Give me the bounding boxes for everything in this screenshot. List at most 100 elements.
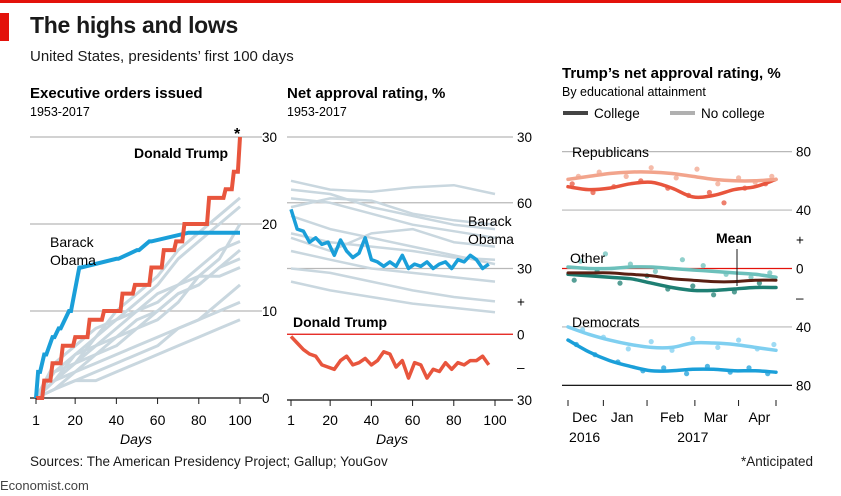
education-poll-point: [571, 277, 577, 283]
approval-x-tick-label: 1: [287, 412, 295, 428]
mean-label: Mean: [716, 230, 752, 246]
orders-y-tick-label: 30: [262, 130, 277, 145]
education-poll-point: [711, 292, 717, 298]
education-subtitle: By educational attainment: [562, 85, 706, 99]
education-mean-line: [566, 271, 778, 284]
education-poll-point: [577, 258, 584, 264]
orders-other-president-line: [34, 205, 241, 400]
orders-trump-label: Donald Trump: [134, 145, 228, 161]
education-poll-point: [715, 181, 721, 187]
education-poll-point: [684, 371, 690, 377]
education-poll-point: [648, 339, 654, 345]
brand-label: Economist.com: [0, 478, 89, 493]
education-y-tick-label: 40: [796, 203, 811, 218]
education-poll-point: [736, 337, 742, 343]
democrats-label: Democrats: [572, 314, 640, 330]
education-x-tick-label: Jan: [611, 409, 634, 425]
other-label: Other: [570, 250, 605, 266]
approval-obama-line: [289, 208, 490, 271]
education-poll-point: [602, 251, 609, 257]
source-note: Sources: The American Presidency Project…: [30, 454, 388, 469]
approval-tick-labels: 30 60 30 0 30 + – 1 20 40 60 80 100: [287, 130, 532, 428]
education-poll-point: [625, 346, 631, 352]
approval-other-president-line: [290, 197, 496, 226]
approval-other-presidents: [290, 179, 496, 314]
education-poll-point: [706, 189, 713, 196]
orders-trump-line: [36, 136, 242, 400]
approval-other-president-line: [290, 249, 496, 283]
page-subtitle: United States, presidents’ first 100 day…: [30, 48, 294, 65]
approval-trump-label: Donald Trump: [293, 314, 387, 330]
education-poll-point: [673, 175, 679, 181]
orders-obama-label-1: Barack: [50, 234, 95, 250]
approval-x-tick-label: 80: [446, 412, 462, 428]
orders-obama-label-2: Obama: [50, 252, 96, 268]
education-poll-point: [721, 200, 727, 206]
orders-y-tick-label: 0: [262, 391, 270, 406]
education-poll-point: [679, 257, 686, 263]
approval-trump-line: [289, 335, 491, 380]
approval-other-president-line: [290, 267, 496, 303]
approval-grid: [287, 136, 513, 401]
legend: College No college: [563, 106, 765, 121]
approval-minus-sign: –: [517, 360, 525, 375]
orders-other-president-line: [35, 318, 241, 400]
orders-anticipated-marker: *: [234, 126, 241, 143]
education-college-dem-line: [566, 338, 778, 374]
education-y-tick-label: 0: [796, 262, 804, 277]
approval-y-tick-label: 30: [517, 130, 532, 145]
approval-other-president-line: [290, 232, 496, 261]
education-series: [566, 165, 778, 377]
approval-y-tick-label: 30: [517, 262, 532, 277]
education-college-other-line: [566, 272, 778, 293]
approval-highlight-series: [289, 208, 491, 380]
education-nocollege-rep-line: [566, 170, 778, 183]
top-rule: [0, 0, 841, 3]
approval-obama-label-1: Barack: [468, 213, 513, 229]
orders-subtitle: 1953-2017: [30, 105, 90, 119]
approval-panel: Net approval rating, % 1953-2017 30 60 30 0…: [287, 85, 532, 447]
orders-x-tick-label: 20: [67, 412, 83, 428]
education-minus-sign: –: [796, 291, 804, 306]
orders-y-tick-label: 10: [262, 304, 277, 319]
approval-x-tick-label: 40: [364, 412, 380, 428]
approval-subtitle: 1953-2017: [287, 105, 347, 119]
education-poll-point: [652, 268, 659, 274]
approval-other-president-line: [290, 280, 496, 314]
education-nocollege-other-line: [566, 265, 778, 280]
republicans-label: Republicans: [572, 144, 649, 160]
education-nocollege-dem-line: [566, 325, 778, 353]
approval-x-tick-label: 20: [322, 412, 338, 428]
education-y-tick-label: 40: [796, 320, 811, 335]
approval-other-president-line: [290, 197, 496, 240]
approval-other-president-line: [290, 227, 496, 253]
education-tick-labels: 80 40 0 40 80 + – Dec Jan Feb Mar Apr 2016 2017: [567, 145, 811, 445]
education-poll-point: [623, 173, 629, 179]
footnote: *Anticipated: [740, 454, 813, 469]
education-poll-point: [694, 166, 700, 172]
education-poll-point: [648, 165, 654, 171]
education-poll-point: [769, 173, 775, 179]
approval-y-tick-label: 0: [517, 327, 525, 342]
orders-y-tick-label: 20: [262, 217, 277, 232]
orders-tick-labels: 0 10 20 30 1 20 40 60 80 100: [32, 130, 277, 428]
orders-other-president-line: [34, 248, 241, 399]
education-year-label: 2016: [569, 429, 600, 445]
orders-other-presidents: [34, 196, 242, 400]
approval-x-tick-label: 100: [483, 412, 507, 428]
education-poll-point: [715, 344, 721, 350]
education-x-tick-label: Apr: [748, 409, 770, 425]
approval-obama-label-2: Obama: [468, 231, 514, 247]
education-poll-point: [700, 263, 706, 269]
education-poll-point: [767, 270, 773, 276]
orders-other-president-line: [35, 300, 241, 400]
approval-y-tick-label: 60: [517, 196, 532, 211]
orders-x-tick-label: 80: [191, 412, 207, 428]
education-poll-point: [617, 280, 623, 286]
approval-x-axis-label: Days: [376, 431, 408, 447]
education-poll-point: [569, 181, 575, 187]
education-title: Trump’s net approval rating, %: [562, 65, 781, 82]
orders-x-tick-label: 40: [109, 412, 125, 428]
education-poll-point: [661, 365, 667, 371]
